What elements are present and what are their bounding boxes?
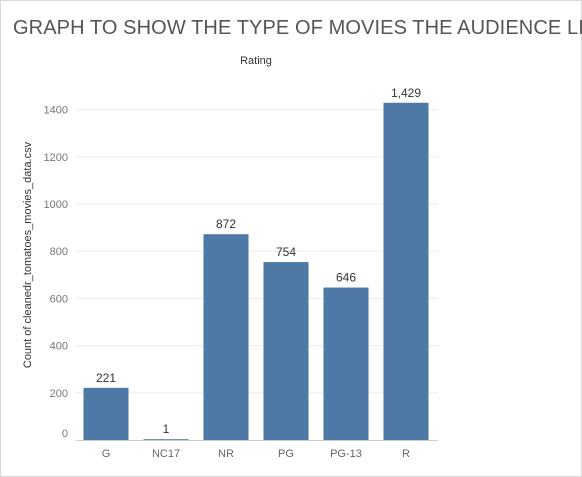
y-tick-label: 400 xyxy=(50,341,68,353)
bars xyxy=(83,102,429,441)
data-label-pg-13: 646 xyxy=(336,271,356,285)
y-tick-label: 0 xyxy=(62,428,68,440)
gridlines xyxy=(76,109,438,394)
x-axis-ticks: G NC17 NR PG PG-13 R xyxy=(102,448,410,460)
x-tick-label-g: G xyxy=(102,448,111,460)
bar-pg[interactable] xyxy=(263,262,309,440)
y-tick-label: 1400 xyxy=(44,105,68,117)
data-label-r: 1,429 xyxy=(391,86,421,100)
y-axis-title: Count of cleanedr_tomatoes_movies_data.c… xyxy=(22,141,34,368)
y-tick-label: 1000 xyxy=(44,199,68,211)
data-label-pg: 754 xyxy=(276,245,296,259)
y-axis-ticks: 0 200 400 600 800 1000 1200 1400 xyxy=(44,105,68,440)
y-tick-label: 600 xyxy=(50,293,68,305)
y-tick-label: 1200 xyxy=(44,152,68,164)
y-tick-label: 800 xyxy=(50,246,68,258)
x-tick-label-r: R xyxy=(402,448,410,460)
data-labels: 221 1 872 754 646 1,429 xyxy=(96,86,421,436)
column-header: Rating xyxy=(240,55,272,67)
chart-title: GRAPH TO SHOW THE TYPE OF MOVIES THE AUD… xyxy=(13,17,582,39)
x-tick-label-pg-13: PG-13 xyxy=(330,448,362,460)
x-tick-label-pg: PG xyxy=(278,448,294,460)
bar-g[interactable] xyxy=(83,387,129,440)
data-label-g: 221 xyxy=(96,371,116,385)
x-tick-label-nr: NR xyxy=(218,448,234,460)
bar-nc17[interactable] xyxy=(143,439,189,440)
bar-nr[interactable] xyxy=(203,234,249,440)
bar-pg-13[interactable] xyxy=(323,287,369,440)
bar-r[interactable] xyxy=(383,102,429,441)
data-label-nc17: 1 xyxy=(163,422,170,436)
x-tick-label-nc17: NC17 xyxy=(152,448,180,460)
y-tick-label: 200 xyxy=(50,388,68,400)
data-label-nr: 872 xyxy=(216,217,236,231)
